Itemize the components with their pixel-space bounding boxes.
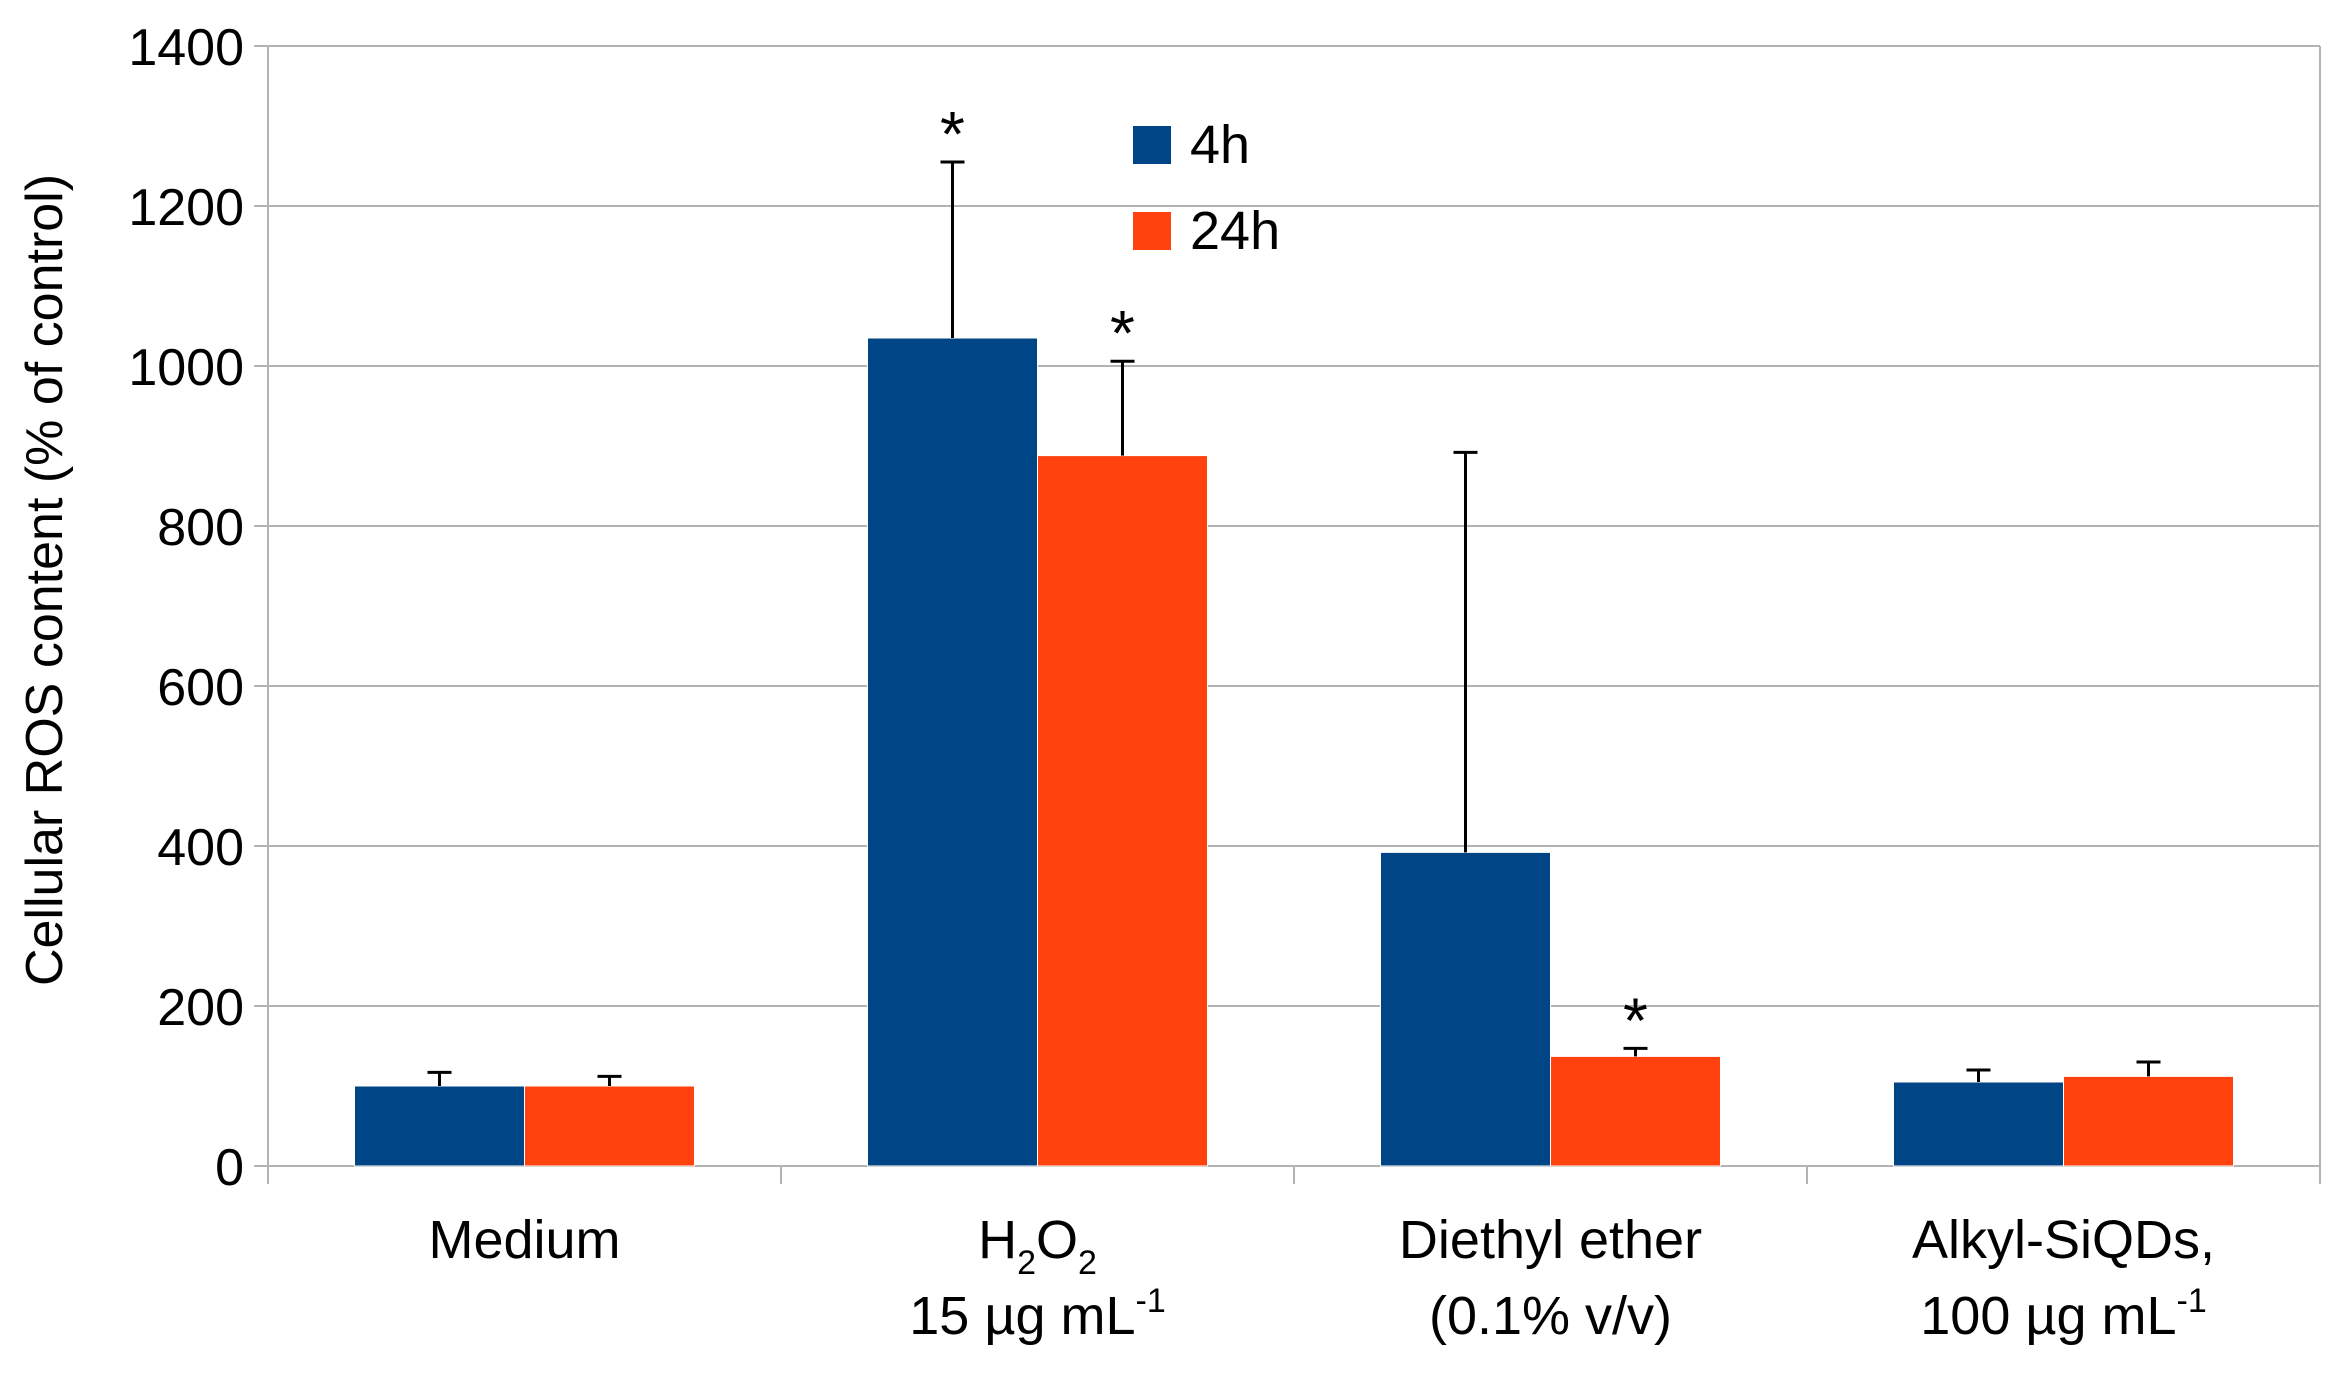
significance-star: *	[1623, 984, 1648, 1056]
x-category-label: H2O2	[978, 1210, 1097, 1282]
y-tick-label: 1400	[128, 19, 244, 77]
legend-label-4h: 4h	[1190, 115, 1250, 175]
y-tick-labels: 0 200 400 600 800 1000 1200 1400	[128, 19, 244, 1197]
y-tick-label: 1000	[128, 339, 244, 397]
bar-24h-1	[524, 1085, 695, 1167]
x-category-label: 100 µg mL-1	[1920, 1282, 2207, 1346]
legend-label-24h: 24h	[1190, 201, 1280, 261]
significance-star: *	[940, 98, 965, 170]
y-tick-label: 400	[157, 819, 244, 877]
bar-24h-3	[1550, 1055, 1721, 1167]
y-axis-title: Cellular ROS content (% of control)	[16, 174, 74, 986]
significance-star: *	[1110, 297, 1135, 369]
x-category-label: Diethyl ether	[1399, 1210, 1702, 1270]
x-category-label: 15 µg mL-1	[909, 1282, 1165, 1346]
bars	[354, 337, 2234, 1167]
axes	[254, 45, 2321, 1184]
legend-swatch-24h	[1133, 212, 1171, 250]
legend-swatch-4h	[1133, 126, 1171, 164]
gridlines	[268, 45, 2320, 1167]
x-category-label: Medium	[428, 1210, 620, 1270]
y-tick-label: 600	[157, 659, 244, 717]
bar-24h-2	[1037, 455, 1208, 1167]
y-tick-label: 0	[215, 1139, 244, 1197]
bar-24h-4	[2063, 1075, 2234, 1167]
bar-4h-2	[867, 337, 1038, 1167]
bar-4h-1	[354, 1085, 525, 1167]
x-category-label: Alkyl-SiQDs,	[1912, 1210, 2215, 1270]
y-tick-label: 800	[157, 499, 244, 557]
x-category-label: (0.1% v/v)	[1429, 1286, 1672, 1346]
y-tick-label: 1200	[128, 179, 244, 237]
significance-markers: * * *	[940, 98, 1648, 1056]
error-bars	[427, 160, 2161, 1086]
bar-4h-3	[1380, 851, 1551, 1167]
y-tick-label: 200	[157, 979, 244, 1037]
bar-4h-4	[1893, 1081, 2064, 1167]
